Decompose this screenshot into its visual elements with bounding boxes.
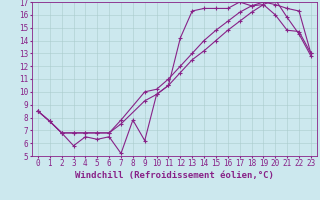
X-axis label: Windchill (Refroidissement éolien,°C): Windchill (Refroidissement éolien,°C)	[75, 171, 274, 180]
